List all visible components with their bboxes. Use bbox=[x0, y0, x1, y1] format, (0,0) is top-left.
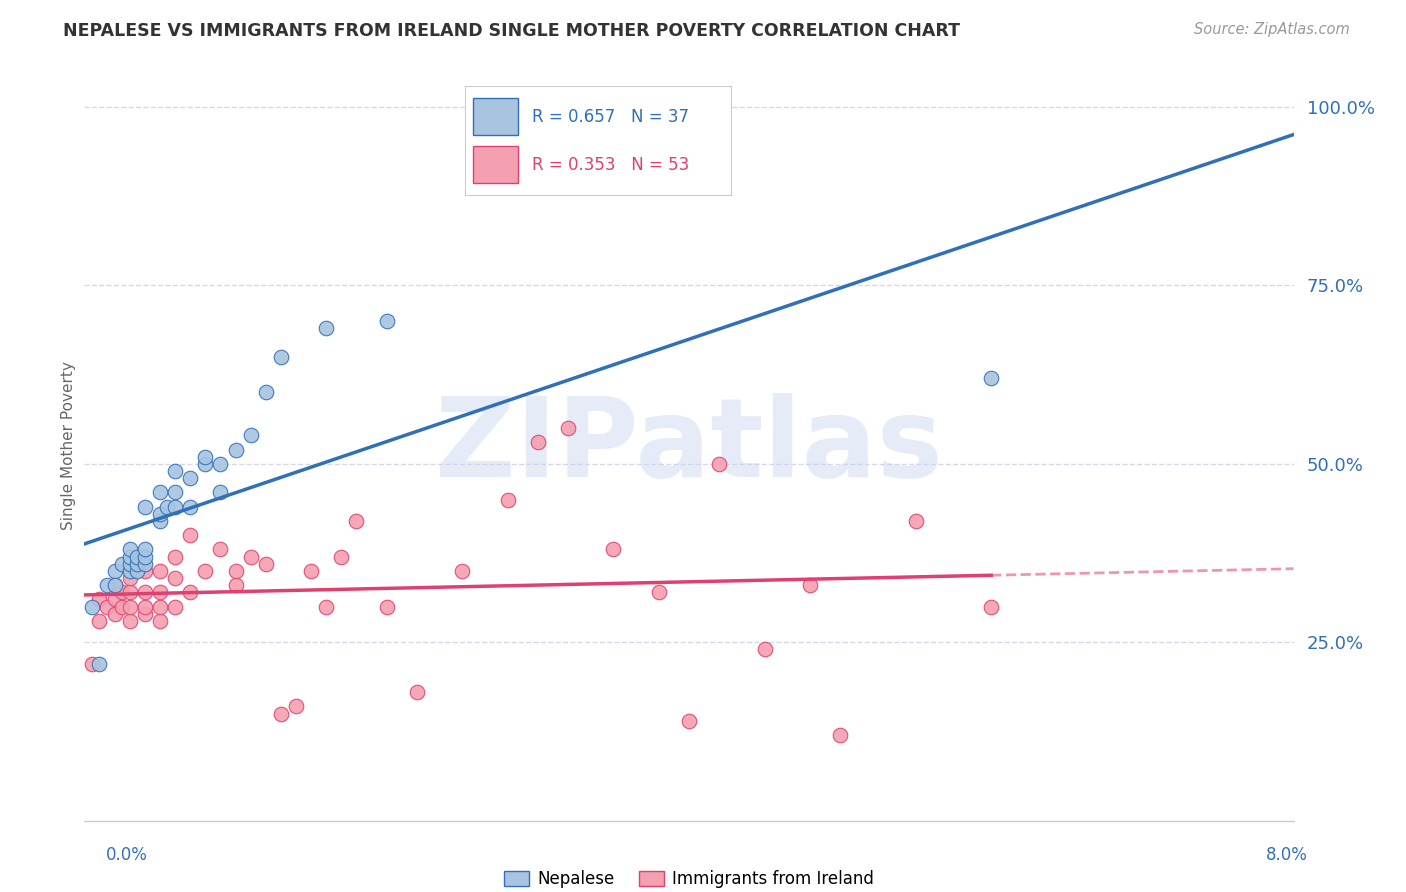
Point bbox=[194, 450, 217, 464]
Point bbox=[496, 492, 519, 507]
Point bbox=[134, 542, 156, 557]
Point bbox=[149, 564, 172, 578]
Point bbox=[225, 578, 247, 592]
Point bbox=[127, 549, 149, 564]
Text: ZIPatlas: ZIPatlas bbox=[434, 392, 943, 500]
Text: NEPALESE VS IMMIGRANTS FROM IRELAND SINGLE MOTHER POVERTY CORRELATION CHART: NEPALESE VS IMMIGRANTS FROM IRELAND SING… bbox=[63, 22, 960, 40]
Point bbox=[118, 557, 141, 571]
Point bbox=[165, 500, 187, 514]
Point bbox=[134, 557, 156, 571]
Point bbox=[285, 699, 308, 714]
Point bbox=[406, 685, 429, 699]
Point bbox=[299, 564, 322, 578]
Point bbox=[118, 614, 141, 628]
Point bbox=[127, 557, 149, 571]
Point bbox=[270, 706, 292, 721]
Point bbox=[315, 599, 337, 614]
Point bbox=[149, 514, 172, 528]
Point bbox=[346, 514, 368, 528]
Point bbox=[134, 599, 156, 614]
Point bbox=[104, 592, 127, 607]
Point bbox=[118, 571, 141, 585]
Point bbox=[80, 599, 103, 614]
Point bbox=[134, 500, 156, 514]
Point bbox=[149, 485, 172, 500]
Point bbox=[179, 500, 201, 514]
Point bbox=[104, 607, 127, 621]
Point bbox=[118, 564, 141, 578]
Point bbox=[96, 599, 118, 614]
Text: 0.0%: 0.0% bbox=[105, 846, 148, 863]
Point bbox=[239, 549, 262, 564]
Point bbox=[209, 542, 232, 557]
Point bbox=[225, 442, 247, 457]
Point bbox=[89, 657, 111, 671]
Point bbox=[254, 385, 277, 400]
Point bbox=[118, 599, 141, 614]
Point bbox=[111, 585, 134, 599]
Text: Source: ZipAtlas.com: Source: ZipAtlas.com bbox=[1194, 22, 1350, 37]
Point bbox=[134, 585, 156, 599]
Point bbox=[254, 557, 277, 571]
Point bbox=[111, 557, 134, 571]
Point bbox=[104, 578, 127, 592]
Point bbox=[118, 585, 141, 599]
Point bbox=[149, 599, 172, 614]
Point bbox=[165, 549, 187, 564]
Point bbox=[678, 714, 700, 728]
Point bbox=[375, 314, 398, 328]
Point bbox=[194, 457, 217, 471]
Point bbox=[89, 614, 111, 628]
Point bbox=[270, 350, 292, 364]
Point bbox=[96, 578, 118, 592]
Point bbox=[89, 592, 111, 607]
Point bbox=[179, 528, 201, 542]
Point bbox=[149, 614, 172, 628]
Point bbox=[156, 500, 179, 514]
Point bbox=[980, 599, 1002, 614]
Point bbox=[648, 585, 671, 599]
Point bbox=[557, 421, 579, 435]
Point bbox=[209, 485, 232, 500]
Point bbox=[315, 321, 337, 335]
Point bbox=[111, 599, 134, 614]
Point bbox=[149, 585, 172, 599]
Y-axis label: Single Mother Poverty: Single Mother Poverty bbox=[60, 361, 76, 531]
Point bbox=[239, 428, 262, 442]
Point bbox=[179, 585, 201, 599]
Point bbox=[754, 642, 776, 657]
Point bbox=[134, 607, 156, 621]
Point bbox=[375, 599, 398, 614]
Point bbox=[134, 564, 156, 578]
Point bbox=[194, 564, 217, 578]
Point bbox=[165, 485, 187, 500]
Point bbox=[225, 564, 247, 578]
Point bbox=[134, 549, 156, 564]
Point bbox=[330, 549, 353, 564]
Point bbox=[118, 542, 141, 557]
Point bbox=[165, 571, 187, 585]
Legend: Nepalese, Immigrants from Ireland: Nepalese, Immigrants from Ireland bbox=[496, 863, 882, 892]
Point bbox=[602, 542, 624, 557]
Text: 8.0%: 8.0% bbox=[1265, 846, 1308, 863]
Point bbox=[165, 599, 187, 614]
Point bbox=[165, 464, 187, 478]
Point bbox=[80, 657, 103, 671]
Point bbox=[209, 457, 232, 471]
Point bbox=[127, 564, 149, 578]
Point bbox=[118, 549, 141, 564]
Point bbox=[830, 728, 852, 742]
Point bbox=[104, 564, 127, 578]
Point bbox=[709, 457, 731, 471]
Point bbox=[104, 578, 127, 592]
Point bbox=[179, 471, 201, 485]
Point bbox=[527, 435, 550, 450]
Point bbox=[980, 371, 1002, 385]
Point bbox=[904, 514, 927, 528]
Point bbox=[149, 507, 172, 521]
Point bbox=[799, 578, 821, 592]
Point bbox=[451, 564, 474, 578]
